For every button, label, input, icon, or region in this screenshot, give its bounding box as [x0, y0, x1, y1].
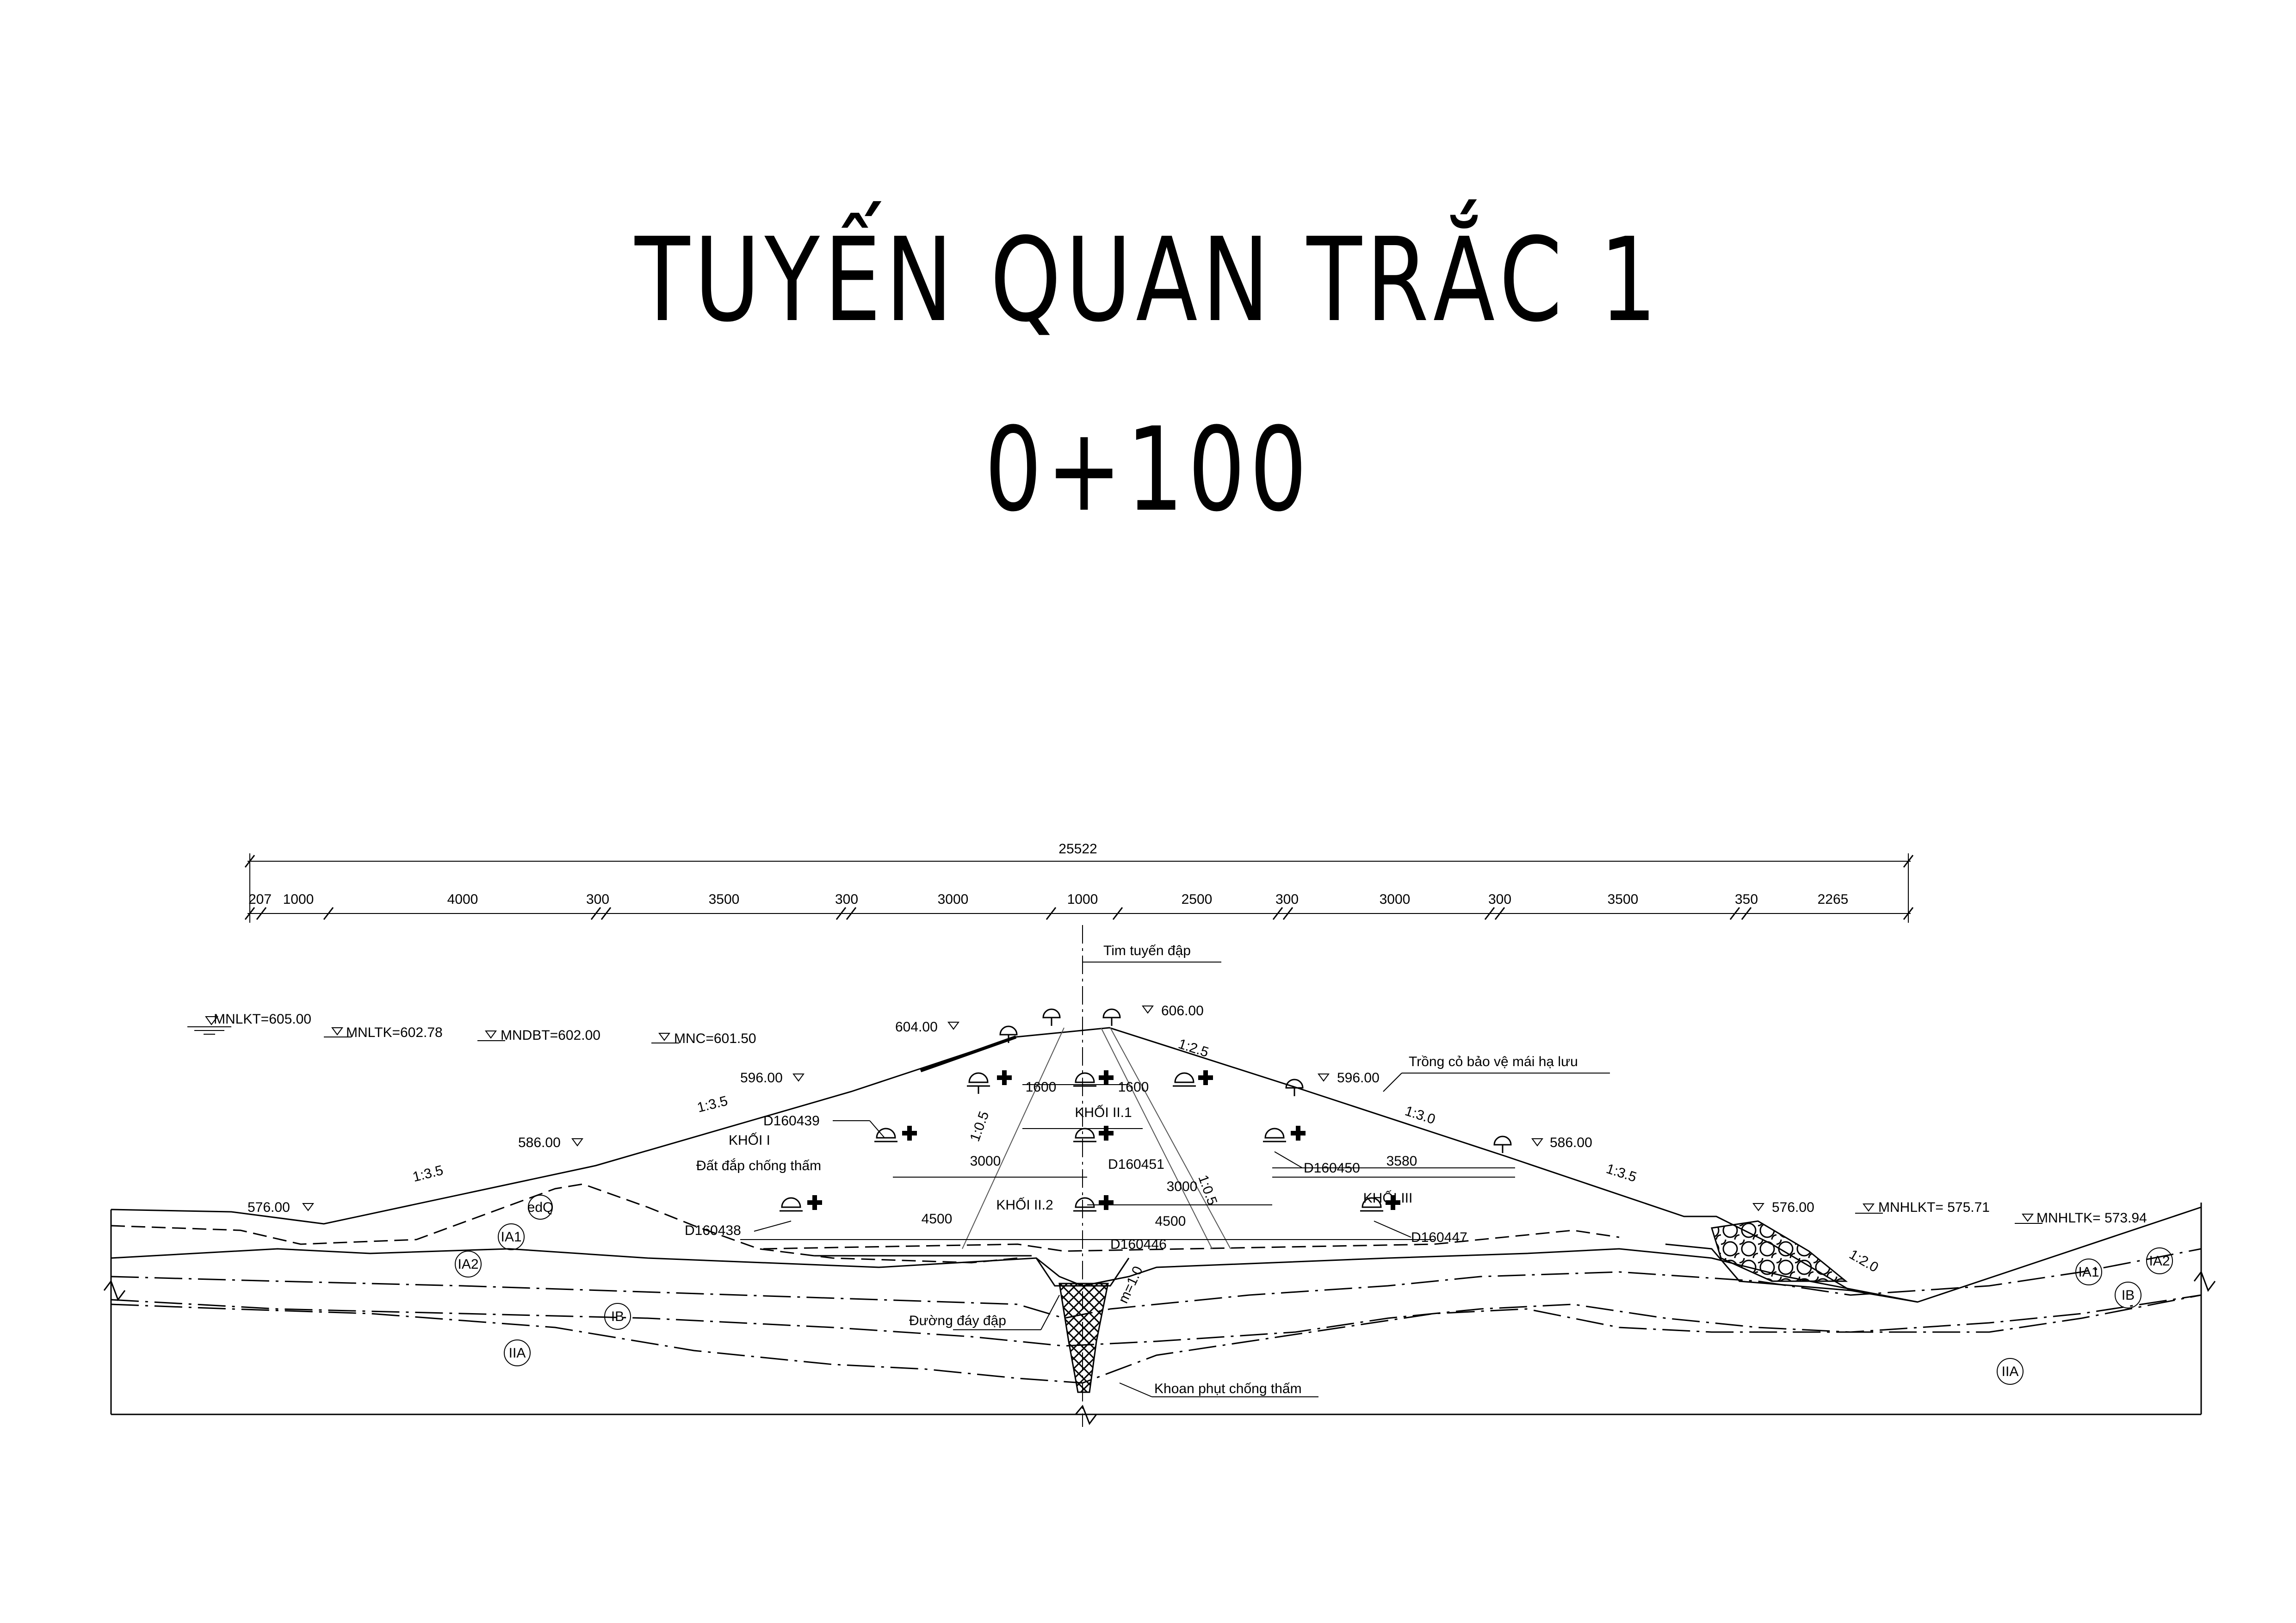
- elevation-markers: 604.00 606.00 596.00 586.00 576.00 596.0…: [248, 1003, 1814, 1215]
- elev-up-586: 586.00: [518, 1135, 561, 1150]
- piezometer-d160438: D160438: [685, 1195, 822, 1238]
- mndbt-label: MNDBT=602.00: [501, 1028, 600, 1043]
- piezometer-d160451: D160451: [1073, 1126, 1164, 1172]
- piezometer-d160447: D160447: [1360, 1195, 1467, 1245]
- mnltk-label: MNLTK=602.78: [346, 1025, 443, 1040]
- piezometer-d160439: D160439: [763, 1113, 917, 1142]
- grass-callout: Trồng cỏ bảo vệ mái hạ lưu: [1383, 1054, 1610, 1092]
- elev-down-576: 576.00: [1772, 1200, 1814, 1215]
- mnlkt-label: MNLKT=605.00: [214, 1012, 311, 1027]
- geo-ib: IB: [611, 1309, 624, 1324]
- dim-seg-10: 300: [1275, 892, 1299, 907]
- mnc-label: MNC=601.50: [674, 1031, 756, 1046]
- dim-seg-4: 300: [586, 892, 609, 907]
- d160439-label: D160439: [763, 1113, 820, 1129]
- dim-3000-b: 3000: [1167, 1179, 1198, 1194]
- settlement-marker: [1285, 1079, 1304, 1096]
- dimension-chain: 25522 207 1000 4000 300 3500 300 3000 10…: [244, 841, 1914, 923]
- grout-curtain: Khoan phụt chống thấm Đường đáy đập: [909, 1283, 1318, 1397]
- title-line-2: 0+100: [984, 402, 1312, 537]
- slope-down-crest: 1:2.5: [1176, 1036, 1211, 1060]
- water-level-marker: [187, 1016, 231, 1035]
- dim-3000-a: 3000: [970, 1154, 1001, 1169]
- d160451-label: D160451: [1108, 1157, 1164, 1172]
- d160447-label: D160447: [1411, 1230, 1467, 1245]
- zone-labels: KHỐI I Đất đắp chống thấm KHỐI II.1 KHỐI…: [696, 1105, 1412, 1213]
- settlement-marker: [1042, 1008, 1061, 1026]
- geo-ia1: IA1: [501, 1229, 521, 1245]
- geo-ia2-right: IA2: [2149, 1253, 2170, 1269]
- grout-label: Khoan phụt chống thấm: [1154, 1381, 1302, 1396]
- dim-seg-12: 300: [1488, 892, 1511, 907]
- grass-label: Trồng cỏ bảo vệ mái hạ lưu: [1409, 1054, 1578, 1069]
- piezometer-d160446: D160446: [1073, 1195, 1167, 1252]
- d160446-label: D160446: [1110, 1237, 1167, 1252]
- khoi-1-label: KHỐI I: [729, 1132, 770, 1148]
- khoi-2-2-label: KHỐI II.2: [996, 1197, 1053, 1213]
- break-marks: [103, 1270, 2216, 1426]
- slope-up-lower: 1:3.5: [411, 1163, 445, 1185]
- d160450-label: D160450: [1304, 1160, 1360, 1176]
- water-levels: MNLKT=605.00 MNLTK=602.78 MNDBT=602.00 M…: [187, 1012, 2147, 1226]
- elev-down-596: 596.00: [1337, 1070, 1380, 1086]
- geology-labels: edQ IA1 IA2 IB IIA IA1 IA2 IB IIA: [455, 1195, 2173, 1385]
- slope-toe: 1:2.0: [1847, 1247, 1881, 1275]
- elev-crest-right: 606.00: [1161, 1003, 1204, 1018]
- geo-iia-right: IIA: [2002, 1364, 2019, 1379]
- d160438-label: D160438: [685, 1223, 741, 1238]
- dim-seg-9: 2500: [1182, 892, 1213, 907]
- dim-1600-a: 1600: [1026, 1080, 1057, 1095]
- khoi-1-sub-label: Đất đắp chống thấm: [696, 1158, 821, 1173]
- core-zoning: [740, 1027, 1515, 1249]
- khoi-2-1-label: KHỐI II.1: [1075, 1105, 1132, 1120]
- dam-base-label: Đường đáy đập: [909, 1313, 1006, 1328]
- settlement-marker: [1493, 1135, 1512, 1153]
- dim-1600-b: 1600: [1118, 1080, 1149, 1095]
- elev-down-586: 586.00: [1550, 1135, 1592, 1150]
- instruments: D160439 D160451 D160450 D160438 D160446: [685, 1008, 1512, 1252]
- dim-seg-8: 1000: [1067, 892, 1098, 907]
- dim-seg-1: 207: [248, 892, 272, 907]
- geo-ia2: IA2: [458, 1257, 478, 1272]
- geo-iia: IIA: [509, 1345, 526, 1361]
- dim-seg-5: 3500: [709, 892, 740, 907]
- dim-4500-b: 4500: [1155, 1214, 1186, 1229]
- elev-up-576: 576.00: [248, 1200, 290, 1215]
- dim-3580: 3580: [1386, 1154, 1417, 1169]
- mnhlkt-label: MNHLKT= 575.71: [1878, 1200, 1990, 1215]
- dam-axis: Tim tuyến đập: [1082, 925, 1221, 1427]
- dim-seg-3: 4000: [447, 892, 478, 907]
- dim-seg-14: 350: [1735, 892, 1758, 907]
- mnhltk-label: MNHLTK= 573.94: [2036, 1210, 2147, 1226]
- settlement-marker: [1102, 1008, 1121, 1026]
- dim-4500-a: 4500: [922, 1211, 953, 1227]
- geo-ib-right: IB: [2122, 1288, 2135, 1303]
- elev-crest-left: 604.00: [895, 1019, 938, 1035]
- slope-core-left: 1:0.5: [967, 1109, 992, 1143]
- internal-dimensions: 1600 1600 3000 3000 3580 4500 4500: [922, 1080, 1515, 1229]
- title-line-1: TUYẾN QUAN TRẮC 1: [635, 213, 1661, 347]
- geo-edq: edQ: [527, 1200, 554, 1215]
- dim-seg-13: 3500: [1608, 892, 1639, 907]
- dim-seg-7: 3000: [938, 892, 969, 907]
- dim-seg-6: 300: [835, 892, 858, 907]
- slope-up-upper: 1:3.5: [696, 1093, 730, 1116]
- axis-label: Tim tuyến đập: [1103, 943, 1191, 958]
- dim-seg-2: 1000: [283, 892, 314, 907]
- piezometer-group: [967, 1070, 1213, 1094]
- geo-ia1-right: IA1: [2078, 1265, 2099, 1280]
- dim-seg-15: 2265: [1818, 892, 1849, 907]
- section-frame: [110, 1203, 2202, 1415]
- elev-up-596: 596.00: [740, 1070, 783, 1086]
- riprap-toe: [1665, 1220, 1851, 1291]
- slope-down-lower: 1:3.5: [1604, 1161, 1639, 1185]
- settlement-marker: [999, 1025, 1018, 1043]
- piezometer-d160450: D160450: [1263, 1126, 1360, 1176]
- dim-seg-11: 3000: [1380, 892, 1411, 907]
- dim-total: 25522: [1058, 841, 1097, 857]
